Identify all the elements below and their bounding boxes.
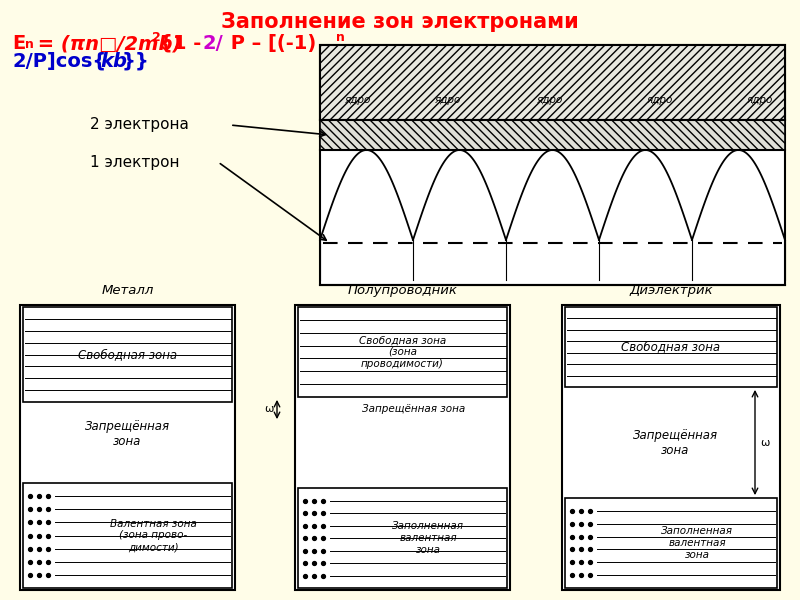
Text: ω: ω <box>760 437 770 448</box>
Bar <box>562 305 780 590</box>
Text: ядро: ядро <box>647 95 673 105</box>
Text: Полупроводник: Полупроводник <box>347 284 458 297</box>
Bar <box>565 498 777 588</box>
Text: Заполнение зон электронами: Заполнение зон электронами <box>221 12 579 32</box>
Text: Металл: Металл <box>102 284 154 297</box>
Text: }}: }} <box>122 52 150 71</box>
Text: 2/P]cos{: 2/P]cos{ <box>12 52 106 71</box>
Text: 2: 2 <box>152 31 161 44</box>
Bar <box>565 307 777 387</box>
Bar <box>320 45 785 120</box>
Text: Заполненная
валентная
зона: Заполненная валентная зона <box>392 521 464 554</box>
Text: n: n <box>336 31 345 44</box>
Text: Свободная зона: Свободная зона <box>622 340 721 353</box>
Text: 2 электрона: 2 электрона <box>90 118 189 133</box>
Text: 1 электрон: 1 электрон <box>90 154 179 169</box>
Text: E: E <box>12 34 26 53</box>
Text: {1 -: {1 - <box>159 34 208 53</box>
Bar <box>298 488 507 588</box>
Text: Запрещённая зона: Запрещённая зона <box>362 404 465 415</box>
Text: Заполненная
валентная
зона: Заполненная валентная зона <box>661 526 733 560</box>
Text: Запрещённая
зона: Запрещённая зона <box>633 428 718 457</box>
Text: P – [(-1): P – [(-1) <box>224 34 316 53</box>
Text: Диэлектрик: Диэлектрик <box>629 284 713 297</box>
Bar <box>320 120 785 150</box>
Bar <box>23 307 232 402</box>
Text: = (πn□/2mb): = (πn□/2mb) <box>31 34 182 53</box>
Text: n: n <box>25 38 34 51</box>
Bar <box>20 305 235 590</box>
Bar <box>295 305 510 590</box>
Bar <box>320 45 785 285</box>
Text: kb: kb <box>100 52 127 71</box>
Text: ω: ω <box>264 404 274 415</box>
Text: 2/: 2/ <box>203 34 224 53</box>
Text: Валентная зона
(зона прово-
димости): Валентная зона (зона прово- димости) <box>110 519 197 552</box>
Text: ядро: ядро <box>537 95 563 105</box>
Text: ядро: ядро <box>435 95 461 105</box>
Text: Свободная зона
(зона
проводимости): Свободная зона (зона проводимости) <box>359 335 446 368</box>
Bar <box>23 483 232 588</box>
Text: Запрещённая
зона: Запрещённая зона <box>85 420 170 448</box>
Text: ядро: ядро <box>747 95 773 105</box>
Text: Свободная зона: Свободная зона <box>78 348 177 361</box>
Text: ядро: ядро <box>345 95 371 105</box>
Bar <box>298 307 507 397</box>
